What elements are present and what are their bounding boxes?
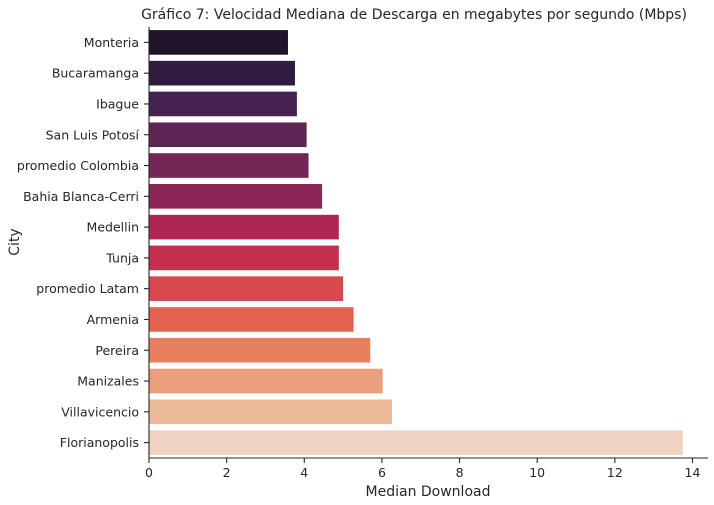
y-tick-label: Armenia bbox=[87, 312, 139, 327]
x-tick-label: 10 bbox=[529, 465, 545, 480]
chart-title: Gráfico 7: Velocidad Mediana de Descarga… bbox=[141, 7, 687, 23]
x-tick-label: 14 bbox=[685, 465, 701, 480]
bar-san-luis-potos- bbox=[149, 122, 307, 148]
y-tick-label: San Luis Potosí bbox=[46, 127, 140, 142]
bar-manizales bbox=[149, 368, 383, 394]
y-tick-label: Medellin bbox=[87, 220, 139, 235]
bars-group bbox=[149, 30, 683, 455]
bar-pereira bbox=[149, 337, 371, 363]
y-tick-label: Bucaramanga bbox=[52, 66, 139, 81]
y-tick-label: Bahia Blanca-Cerri bbox=[23, 189, 139, 204]
x-tick-label: 6 bbox=[378, 465, 386, 480]
y-tick-label: Florianopolis bbox=[60, 435, 139, 450]
bar-medellin bbox=[149, 214, 339, 240]
x-axis-ticks: 0 2 4 6 8 10 12 14 bbox=[145, 458, 700, 480]
y-tick-label: Manizales bbox=[77, 374, 139, 389]
y-tick-label: promedio Colombia bbox=[17, 158, 139, 173]
y-tick-label: Pereira bbox=[95, 343, 139, 358]
bar-monteria bbox=[149, 30, 288, 55]
y-axis-ticks: Monteria Bucaramanga Ibague San Luis Potosí… bbox=[17, 35, 149, 450]
bar-villavicencio bbox=[149, 399, 393, 425]
x-tick-label: 4 bbox=[300, 465, 308, 480]
y-tick-label: Monteria bbox=[84, 35, 139, 50]
y-axis-label: City bbox=[7, 228, 23, 255]
bar-bahia-blanca-cerri bbox=[149, 184, 323, 209]
bar-promedio-latam bbox=[149, 276, 344, 301]
x-tick-label: 12 bbox=[607, 465, 623, 480]
x-tick-label: 8 bbox=[456, 465, 464, 480]
bar-promedio-colombia bbox=[149, 153, 309, 178]
y-tick-label: promedio Latam bbox=[36, 281, 139, 296]
y-tick-label: Ibague bbox=[96, 96, 139, 111]
bar-bucaramanga bbox=[149, 60, 295, 86]
bar-florianopolis bbox=[149, 430, 683, 455]
x-axis-label: Median Download bbox=[366, 484, 491, 500]
bar-ibague bbox=[149, 91, 297, 117]
x-tick-label: 0 bbox=[145, 465, 153, 480]
y-tick-label: Villavicencio bbox=[61, 404, 139, 419]
bar-tunja bbox=[149, 245, 339, 271]
bar-armenia bbox=[149, 307, 354, 332]
y-tick-label: Tunja bbox=[105, 250, 139, 265]
x-tick-label: 2 bbox=[223, 465, 231, 480]
